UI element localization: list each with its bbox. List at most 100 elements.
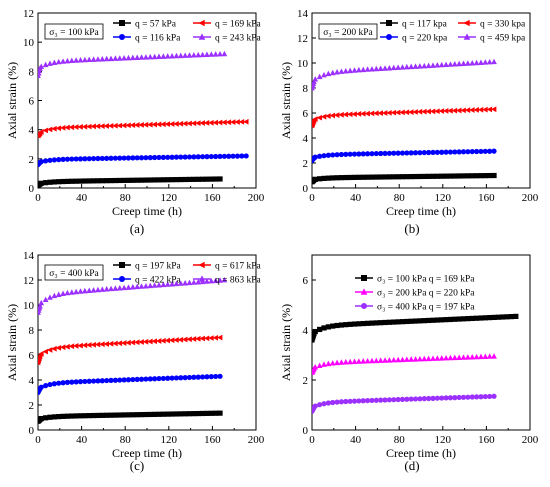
data-point [173, 411, 180, 417]
y-tick-label: 4 [29, 125, 35, 137]
legend-label: σ₃ = 100 kPa q = 169 kPa [377, 275, 475, 285]
data-point [156, 154, 162, 161]
y-tick-label: 12 [297, 33, 308, 45]
legend-marker [119, 34, 125, 40]
data-point [82, 287, 88, 294]
data-point [173, 375, 180, 381]
data-point [378, 320, 384, 326]
data-point [169, 280, 175, 287]
data-point [408, 109, 414, 115]
data-point [47, 179, 53, 185]
data-point [55, 345, 62, 351]
data-point [143, 177, 149, 183]
data-point [213, 176, 219, 182]
data-point [164, 53, 171, 59]
data-point [116, 122, 123, 129]
data-point [491, 314, 497, 321]
data-point [73, 413, 79, 419]
data-point [334, 69, 340, 75]
data-point [38, 63, 45, 69]
data-point [325, 175, 331, 181]
data-point [404, 150, 410, 156]
data-point [412, 173, 419, 180]
data-point [426, 395, 432, 402]
data-point [373, 150, 379, 157]
data-point [408, 396, 414, 402]
data-point [125, 377, 132, 383]
data-point [430, 317, 436, 323]
data-point [386, 174, 392, 180]
data-point [325, 400, 331, 406]
data-point [312, 76, 319, 82]
data-point [208, 374, 214, 380]
data-point [416, 108, 423, 115]
data-point [121, 284, 127, 291]
legend-marker [198, 261, 205, 269]
series-layer [312, 313, 519, 414]
series-layer [312, 58, 497, 185]
data-point [177, 280, 184, 286]
y-tick-label: 2 [29, 400, 35, 412]
data-point [108, 55, 114, 62]
data-point [321, 401, 327, 407]
data-point [42, 61, 49, 68]
data-point [386, 397, 392, 403]
data-point [434, 108, 440, 115]
data-point [447, 354, 454, 361]
data-point [382, 319, 388, 326]
x-tick-label: 160 [478, 192, 495, 204]
data-point [234, 119, 240, 125]
data-point [417, 150, 423, 156]
data-point [38, 180, 44, 186]
data-point [73, 343, 79, 349]
data-point [143, 283, 149, 289]
data-point [152, 411, 158, 417]
data-point [51, 125, 57, 132]
data-point [421, 318, 427, 324]
data-point [213, 153, 219, 160]
data-point [142, 338, 149, 345]
data-point [355, 111, 362, 117]
data-point [338, 322, 345, 328]
data-point [478, 353, 484, 360]
legend-label: q = 197 kPa [135, 262, 182, 272]
data-point [43, 415, 49, 421]
data-point [129, 339, 136, 346]
data-point [312, 403, 318, 409]
data-point [143, 411, 149, 418]
x-tick-label: 0 [35, 434, 41, 446]
data-point [199, 374, 206, 380]
data-point [504, 314, 510, 320]
data-point [451, 354, 458, 361]
data-point [421, 108, 427, 115]
data-point [56, 179, 62, 185]
data-point [482, 59, 489, 65]
data-point [403, 63, 410, 70]
data-point [147, 411, 153, 418]
data-point [478, 394, 484, 400]
data-point [164, 337, 171, 344]
series-1 [38, 176, 223, 188]
data-point [342, 111, 349, 118]
data-point [439, 317, 445, 323]
x-tick-label: 200 [248, 434, 265, 446]
data-point [430, 149, 436, 156]
data-point [438, 355, 445, 361]
data-point [386, 319, 392, 325]
data-point [191, 374, 197, 380]
condition-label: σ₃ = 100 kPa [49, 28, 99, 38]
data-point [312, 364, 319, 370]
data-point [130, 412, 136, 418]
data-point [343, 151, 349, 157]
data-point [160, 154, 166, 160]
data-point [399, 64, 406, 70]
data-point [59, 344, 66, 351]
data-point [204, 176, 210, 182]
data-point [417, 63, 423, 69]
data-point [478, 59, 484, 65]
data-point [191, 279, 197, 285]
y-tick-label: 6 [29, 350, 35, 362]
data-point [243, 153, 249, 159]
data-point [104, 412, 110, 418]
data-point [173, 280, 180, 287]
